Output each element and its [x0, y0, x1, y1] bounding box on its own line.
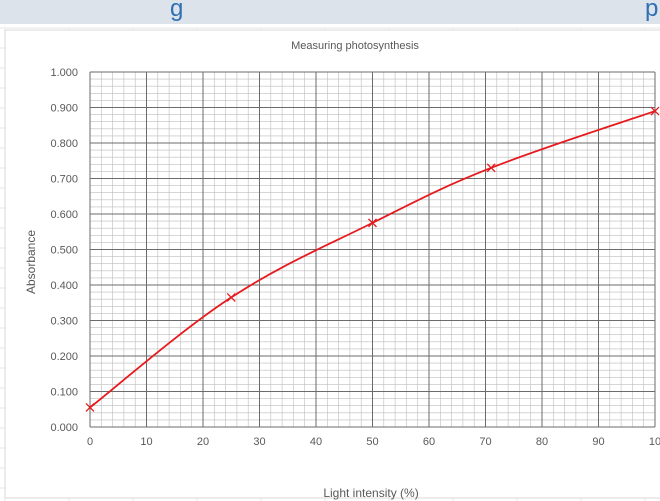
- y-tick-label: 0.000: [50, 422, 78, 434]
- y-tick-label: 0.300: [50, 316, 78, 328]
- y-tick-label: 0.700: [50, 174, 78, 186]
- series-layer: [85, 106, 660, 412]
- data-point-marker: [650, 106, 660, 116]
- x-tick-label: 10: [649, 436, 660, 448]
- x-tick-label: 30: [253, 436, 265, 448]
- y-tick-label: 0.100: [50, 387, 78, 399]
- data-point-marker: [226, 292, 236, 302]
- x-tick-label: 20: [197, 436, 209, 448]
- data-point-marker: [368, 218, 377, 228]
- x-tick-label: 80: [536, 436, 548, 448]
- y-tick-label: 0.800: [50, 138, 78, 150]
- x-tick-label: 40: [310, 436, 322, 448]
- x-tick-label: 50: [366, 436, 378, 448]
- y-tick-label: 0.500: [50, 245, 78, 257]
- x-tick-label: 90: [592, 436, 604, 448]
- top-banner: g p: [0, 0, 660, 24]
- y-tick-labels: 0.000 0.100 0.200 0.300 0.400 0.500 0.600 0.700…: [50, 67, 78, 434]
- y-tick-label: 0.600: [50, 209, 78, 221]
- banner-text-left: g: [170, 0, 184, 22]
- y-tick-label: 0.400: [50, 280, 78, 292]
- data-point-marker: [85, 403, 95, 412]
- x-axis-label: Light intensity (%): [323, 486, 418, 500]
- x-tick-label: 10: [140, 436, 152, 448]
- major-grid: [89, 71, 656, 428]
- data-point-marker: [486, 163, 496, 173]
- y-tick-label: 0.900: [50, 103, 78, 115]
- x-tick-label: 60: [423, 436, 435, 448]
- y-tick-label: 0.200: [50, 351, 78, 363]
- banner-text-right: p: [645, 0, 659, 22]
- chart-title: Measuring photosynthesis: [291, 40, 419, 52]
- x-tick-label: 0: [87, 436, 93, 448]
- x-tick-labels: 0 10 20 30 40 50 60 70 80 90 10: [87, 436, 660, 448]
- x-tick-label: 70: [479, 436, 491, 448]
- y-tick-label: 1.000: [50, 67, 78, 79]
- y-axis-label: Absorbance: [24, 230, 38, 294]
